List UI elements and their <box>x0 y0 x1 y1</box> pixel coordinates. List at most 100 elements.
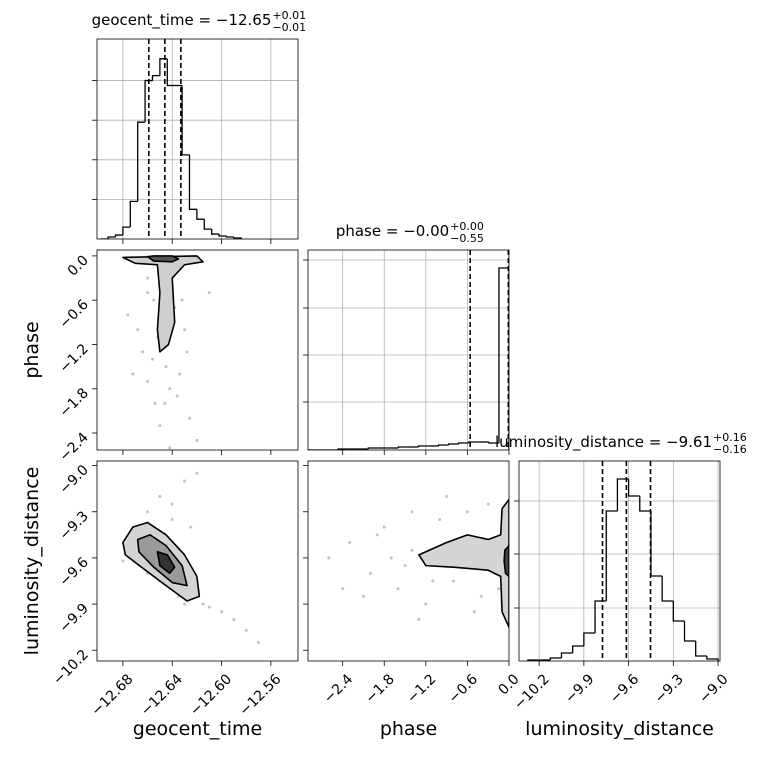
scatter-point <box>126 313 130 317</box>
title-lower: −0.01 <box>272 21 306 34</box>
hist-step <box>560 652 573 658</box>
scatter-point <box>368 571 372 575</box>
marks <box>121 471 261 645</box>
panel: −10.2 −9.9 −9.6 −9.3 −9.0 <box>511 460 732 713</box>
panel: 0.0 −0.6 −1.2 −1.8 −2.4 <box>56 249 299 465</box>
marks <box>122 255 211 450</box>
hist-step <box>114 234 123 238</box>
y-tick-label: −1.2 <box>56 341 91 376</box>
contour <box>146 255 180 263</box>
scatter-point <box>486 502 490 506</box>
hist-step <box>639 496 651 512</box>
panel-frame <box>307 460 510 662</box>
hist-step <box>458 442 469 444</box>
title-upper: +0.01 <box>272 9 306 22</box>
x-tick-label: −0.6 <box>446 671 481 706</box>
marks <box>527 461 719 661</box>
title-upper: +0.00 <box>450 220 484 233</box>
panel-title: luminosity_distance = −9.61 <box>495 433 712 452</box>
scatter-point <box>417 617 421 621</box>
scatter-point <box>257 641 261 645</box>
x-tick-label: −9.6 <box>607 671 642 706</box>
hist-step <box>661 576 674 602</box>
hist-step <box>498 267 509 450</box>
scatter-point <box>180 298 184 302</box>
panel-frame <box>96 38 299 240</box>
hist-step <box>706 656 719 661</box>
scatter-point <box>185 350 189 354</box>
marks <box>100 39 242 239</box>
hist-step <box>572 645 584 653</box>
hist-step <box>122 226 131 236</box>
scatter-point <box>375 533 379 537</box>
x-tick-label: −9.0 <box>696 671 731 706</box>
scatter-point <box>131 372 135 376</box>
scatter-point <box>195 471 199 475</box>
scatter-point <box>136 328 140 332</box>
y-tick-label: −1.8 <box>56 385 91 420</box>
y-tick-label: −9.0 <box>56 462 91 497</box>
y-tick-label: −9.3 <box>56 508 91 543</box>
panel: −12.68 −12.64 −12.60 −12.56 −9.0 −9.3 −9.6 −9.9… <box>50 460 299 719</box>
hist-step <box>203 219 212 230</box>
scatter-point <box>396 587 400 591</box>
scatter-point <box>479 594 483 598</box>
scatter-point <box>497 587 501 591</box>
y-tick-label: −9.9 <box>56 601 91 636</box>
hist-step <box>367 447 379 449</box>
panel-title: phase = −0.00 <box>336 222 449 240</box>
scatter-point <box>183 602 187 606</box>
scatter-point <box>410 510 414 514</box>
hist-step <box>695 641 707 657</box>
hist-step <box>159 58 168 76</box>
hist-step <box>583 632 596 646</box>
x-tick-label: −12.64 <box>138 671 186 719</box>
scatter-point <box>168 387 172 391</box>
scatter-point <box>150 357 154 361</box>
scatter-point <box>146 379 150 383</box>
y-tick-label: −0.6 <box>56 297 91 332</box>
hist-step <box>549 657 562 660</box>
x-axis-label: phase <box>380 718 437 740</box>
x-tick-label: −9.3 <box>652 671 687 706</box>
scatter-point <box>389 556 393 560</box>
scatter-point <box>410 548 414 552</box>
title-lower: −0.16 <box>713 443 747 456</box>
hist-step <box>650 511 663 577</box>
hist-step <box>468 441 479 443</box>
hist-step <box>397 446 409 448</box>
y-axis-label: phase <box>21 321 43 378</box>
scatter-point <box>187 416 191 420</box>
scatter-point <box>207 291 211 295</box>
scatter-point <box>424 602 428 606</box>
scatter-point <box>201 602 205 606</box>
scatter-point <box>220 610 224 614</box>
scatter-point <box>170 502 174 506</box>
x-tick-label: −9.9 <box>562 671 597 706</box>
scatter-point <box>244 628 248 632</box>
scatter-point <box>438 517 442 521</box>
scatter-point <box>121 559 125 563</box>
scatter-point <box>403 564 407 568</box>
contour <box>156 550 176 575</box>
hist-step <box>151 74 160 81</box>
scatter-point <box>382 525 386 529</box>
scatter-point <box>158 494 162 498</box>
panel-frame <box>96 249 299 451</box>
scatter-point <box>146 291 150 295</box>
hist-step <box>218 234 227 237</box>
panel <box>303 249 510 455</box>
scatter-point <box>327 556 331 560</box>
y-axis-label: luminosity_distance <box>21 467 43 656</box>
y-tick-label: −10.2 <box>50 647 92 689</box>
hist-step <box>144 79 153 123</box>
marks <box>327 494 509 628</box>
scatter-point <box>183 328 187 332</box>
scatter-point <box>158 424 162 428</box>
hist-step <box>672 601 685 622</box>
panel: −2.4 −1.8 −1.2 −0.6 0.0 <box>303 460 523 707</box>
scatter-point <box>341 587 345 591</box>
hist-step <box>166 58 175 87</box>
x-axis-label: luminosity_distance <box>525 718 714 740</box>
